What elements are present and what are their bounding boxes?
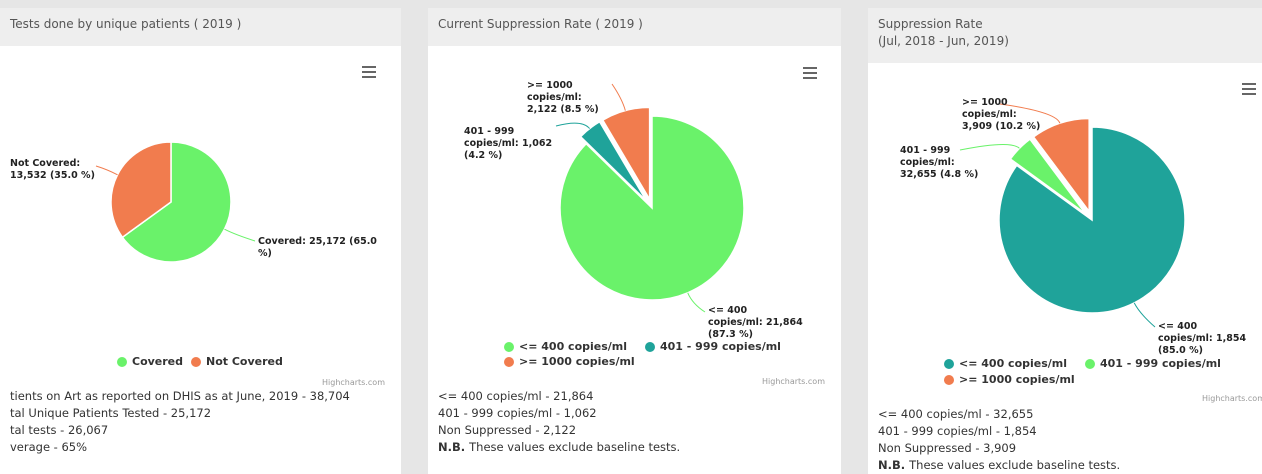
legend-label: <= 400 copies/ml: [959, 357, 1068, 370]
note: Non Suppressed - 2,122: [438, 423, 577, 437]
credits: Highcharts.com: [322, 378, 385, 387]
data-label: >= 1000 copies/ml: 3,909 (10.2 %): [962, 97, 1041, 132]
legend-marker: [117, 357, 127, 367]
note: 401 - 999 copies/ml - 1,854: [878, 424, 1037, 438]
note: tal tests - 26,067: [10, 423, 109, 437]
footnote: N.B. These values exclude baseline tests.: [878, 457, 1120, 474]
legend-label: Not Covered: [206, 355, 283, 368]
legend-label: >= 1000 copies/ml: [519, 355, 635, 368]
data-label: <= 400 copies/ml: 1,854 (85.0 %): [1158, 321, 1247, 356]
label-connector: [224, 228, 256, 242]
legend-marker: [504, 357, 514, 367]
legend-label: >= 1000 copies/ml: [959, 373, 1075, 386]
label-connector: [1133, 302, 1156, 328]
legend-label: 401 - 999 copies/ml: [1100, 357, 1221, 370]
panel-header: Suppression Rate (Jul, 2018 - Jun, 2019): [868, 8, 1262, 63]
label-connector: [95, 165, 118, 176]
data-label: 401 - 999 copies/ml: 32,655 (4.8 %): [900, 145, 979, 180]
legend-marker: [944, 359, 954, 369]
note: verage - 65%: [10, 440, 88, 454]
label-connector: [687, 292, 706, 313]
label-connector: [999, 103, 1061, 124]
legend-marker: [944, 375, 954, 385]
footnote-text: These values exclude baseline tests.: [909, 458, 1121, 472]
data-label: Not Covered: 13,532 (35.0 %): [10, 158, 95, 181]
footnote-label: N.B.: [438, 440, 466, 454]
note: tients on Art as reported on DHIS as at …: [10, 389, 350, 403]
credits: Highcharts.com: [762, 377, 825, 386]
legend-marker: [1085, 359, 1095, 369]
panel: Tests done by unique patients ( 2019 ): [0, 8, 401, 474]
legend-label: Covered: [132, 355, 184, 368]
panel-title: Suppression Rate: [878, 17, 983, 31]
legend-marker: [645, 342, 655, 352]
menu-icon[interactable]: [362, 66, 376, 78]
menu-icon[interactable]: [1242, 83, 1256, 95]
data-label: <= 400 copies/ml: 21,864 (87.3 %): [708, 305, 803, 340]
label-connector: [555, 122, 590, 129]
footnote: N.B. These values exclude baseline tests.: [438, 439, 680, 456]
label-connector: [959, 144, 1020, 151]
note: Non Suppressed - 3,909: [878, 441, 1017, 455]
pie-slice: [998, 126, 1186, 314]
legend-label: <= 400 copies/ml: [519, 340, 628, 353]
pie-slice: [601, 106, 651, 203]
credits: Highcharts.com: [1202, 394, 1262, 403]
data-label: >= 1000 copies/ml: 2,122 (8.5 %): [527, 80, 599, 115]
note: <= 400 copies/ml - 21,864: [438, 389, 594, 403]
note: 401 - 999 copies/ml - 1,062: [438, 406, 597, 420]
legend-marker: [191, 357, 201, 367]
note: <= 400 copies/ml - 32,655: [878, 407, 1034, 421]
panel-subtitle: (Jul, 2018 - Jun, 2019): [878, 34, 1009, 48]
legend-label: 401 - 999 copies/ml: [660, 340, 781, 353]
data-label: 401 - 999 copies/ml: 1,062 (4.2 %): [464, 126, 553, 161]
panel-title: Current Suppression Rate ( 2019 ): [428, 8, 841, 46]
panel-title: Tests done by unique patients ( 2019 ): [0, 8, 401, 46]
pie-slice: [1009, 138, 1087, 215]
footnote-label: N.B.: [878, 458, 906, 472]
pie-slice: [110, 141, 172, 239]
label-connector: [611, 83, 626, 111]
note: tal Unique Patients Tested - 25,172: [10, 406, 212, 420]
footnote-text: These values exclude baseline tests.: [469, 440, 681, 454]
menu-icon[interactable]: [803, 67, 817, 79]
legend-marker: [504, 342, 514, 352]
data-label: Covered: 25,172 (65.0 %): [258, 236, 377, 259]
